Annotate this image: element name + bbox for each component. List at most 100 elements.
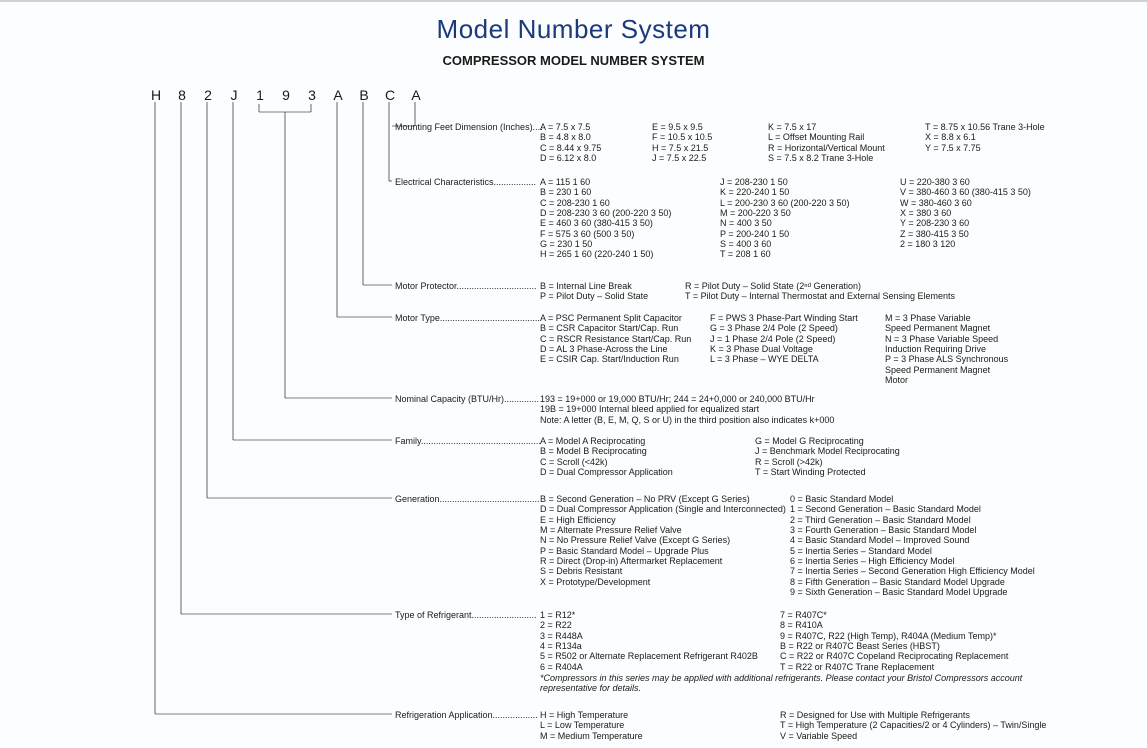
option-row: M = Medium Temperature <box>540 731 643 741</box>
option-row: Z = 380-415 3 50 <box>900 229 1031 239</box>
option-row: Note: A letter (B, E, M, Q, S or U) in t… <box>540 415 834 425</box>
option-row: A = 115 1 60 <box>540 177 671 187</box>
model-char: 3 <box>305 87 319 103</box>
option-row: L = Offset Mounting Rail <box>768 132 885 142</box>
option-row: G = 3 Phase 2/4 Pole (2 Speed) <box>710 323 858 333</box>
model-char: 1 <box>253 87 267 103</box>
option-row: E = 9.5 x 9.5 <box>652 122 712 132</box>
option-row: J = 7.5 x 22.5 <box>652 153 712 163</box>
option-column: E = 9.5 x 9.5F = 10.5 x 10.5H = 7.5 x 21… <box>652 122 712 163</box>
option-row: H = 265 1 60 (220-240 1 50) <box>540 249 671 259</box>
option-column: H = High TemperatureL = Low TemperatureM… <box>540 710 643 741</box>
option-row: N = 3 Phase Variable Speed <box>885 334 1008 344</box>
model-char: 8 <box>175 87 189 103</box>
option-row: T = Start Winding Protected <box>755 467 900 477</box>
option-row: Motor <box>885 375 1008 385</box>
option-row: T = Pilot Duty – Internal Thermostat and… <box>685 291 955 301</box>
option-row: R = Pilot Duty – Solid State (2ⁿᵈ Genera… <box>685 281 955 291</box>
option-row: B = Internal Line Break <box>540 281 648 291</box>
option-row: P = Basic Standard Model – Upgrade Plus <box>540 546 786 556</box>
option-row: 9 = Sixth Generation – Basic Standard Mo… <box>790 587 1035 597</box>
option-row: W = 380-460 3 60 <box>900 198 1031 208</box>
option-row: 2 = 180 3 120 <box>900 239 1031 249</box>
option-row: P = Pilot Duty – Solid State <box>540 291 648 301</box>
option-row: L = 200-230 3 60 (200-220 3 50) <box>720 198 850 208</box>
option-row: 4 = Basic Standard Model – Improved Soun… <box>790 535 1035 545</box>
option-row: B = CSR Capacitor Start/Cap. Run <box>540 323 691 333</box>
option-row: K = 3 Phase Dual Voltage <box>710 344 858 354</box>
option-row: 1 = R12* <box>540 610 758 620</box>
option-row: 4 = R134a <box>540 641 758 651</box>
option-column: G = Model G ReciprocatingJ = Benchmark M… <box>755 436 900 477</box>
option-row: P = 3 Phase ALS Synchronous <box>885 354 1008 364</box>
model-char: 9 <box>279 87 293 103</box>
section-label-motor_type: Motor Type..............................… <box>395 313 540 323</box>
option-row: V = 380-460 3 60 (380-415 3 50) <box>900 187 1031 197</box>
option-row: Y = 208-230 3 60 <box>900 218 1031 228</box>
option-row: C = 8.44 x 9.75 <box>540 143 601 153</box>
option-row: M = 3 Phase Variable <box>885 313 1008 323</box>
section-label-refrigeration_app: Refrigeration Application...............… <box>395 710 538 720</box>
option-row: R = Designed for Use with Multiple Refri… <box>780 710 1046 720</box>
option-row: K = 220-240 1 50 <box>720 187 850 197</box>
option-column: A = 7.5 x 7.5B = 4.8 x 8.0C = 8.44 x 9.7… <box>540 122 601 163</box>
option-row: C = R22 or R407C Copeland Reciprocating … <box>780 651 1008 661</box>
page-subtitle: COMPRESSOR MODEL NUMBER SYSTEM <box>0 53 1147 78</box>
option-row: P = 200-240 1 50 <box>720 229 850 239</box>
option-row: M = 200-220 3 50 <box>720 208 850 218</box>
option-row: G = Model G Reciprocating <box>755 436 900 446</box>
option-row: S = Debris Resistant <box>540 566 786 576</box>
option-row: B = R22 or R407C Beast Series (HBST) <box>780 641 1008 651</box>
option-row: T = R22 or R407C Trane Replacement <box>780 662 1008 672</box>
option-row: H = 7.5 x 21.5 <box>652 143 712 153</box>
option-row: M = Alternate Pressure Relief Valve <box>540 525 786 535</box>
section-label-family: Family..................................… <box>395 436 541 446</box>
option-row: C = RSCR Resistance Start/Cap. Run <box>540 334 691 344</box>
model-char: 2 <box>201 87 215 103</box>
option-column: 0 = Basic Standard Model1 = Second Gener… <box>790 494 1035 597</box>
model-char: A <box>331 87 345 103</box>
option-row: E = CSIR Cap. Start/Induction Run <box>540 354 691 364</box>
section-label-generation: Generation..............................… <box>395 494 540 504</box>
option-row: 19B = 19+000 Internal bleed applied for … <box>540 404 834 414</box>
option-column: B = Internal Line BreakP = Pilot Duty – … <box>540 281 648 302</box>
option-row: N = 400 3 50 <box>720 218 850 228</box>
option-column: A = 115 1 60B = 230 1 60C = 208-230 1 60… <box>540 177 671 260</box>
option-row: 193 = 19+000 or 19,000 BTU/Hr; 244 = 24+… <box>540 394 834 404</box>
option-column: 7 = R407C*8 = R410A9 = R407C, R22 (High … <box>780 610 1008 672</box>
option-column: 193 = 19+000 or 19,000 BTU/Hr; 244 = 24+… <box>540 394 834 425</box>
option-row: 6 = Inertia Series – High Efficiency Mod… <box>790 556 1035 566</box>
section-label-nominal_capacity: Nominal Capacity (BTU/Hr).............. <box>395 394 539 404</box>
section-label-mounting_feet: Mounting Feet Dimension (Inches).... <box>395 122 543 132</box>
option-row: L = 3 Phase – WYE DELTA <box>710 354 858 364</box>
option-row: E = 460 3 60 (380-415 3 50) <box>540 218 671 228</box>
option-row: 9 = R407C, R22 (High Temp), R404A (Mediu… <box>780 631 1008 641</box>
option-row: N = No Pressure Relief Valve (Except G S… <box>540 535 786 545</box>
option-row: 1 = Second Generation – Basic Standard M… <box>790 504 1035 514</box>
model-char: C <box>383 87 397 103</box>
option-row: X = 380 3 60 <box>900 208 1031 218</box>
option-row: D = Dual Compressor Application (Single … <box>540 504 786 514</box>
option-column: 1 = R12*2 = R223 = R448A4 = R134a5 = R50… <box>540 610 758 672</box>
option-row: A = Model A Reciprocating <box>540 436 673 446</box>
option-row: F = PWS 3 Phase-Part Winding Start <box>710 313 858 323</box>
option-row: K = 7.5 x 17 <box>768 122 885 132</box>
option-row: T = High Temperature (2 Capacities/2 or … <box>780 720 1046 730</box>
option-row: R = Scroll (>42k) <box>755 457 900 467</box>
option-row: R = Direct (Drop-in) Aftermarket Replace… <box>540 556 786 566</box>
option-row: C = 208-230 1 60 <box>540 198 671 208</box>
option-row: 8 = Fifth Generation – Basic Standard Mo… <box>790 577 1035 587</box>
model-char: J <box>227 87 241 103</box>
section-label-refrigerant_type: Type of Refrigerant.....................… <box>395 610 537 620</box>
option-row: D = AL 3 Phase-Across the Line <box>540 344 691 354</box>
page-title: Model Number System <box>0 2 1147 53</box>
option-row: Y = 7.5 x 7.75 <box>925 143 1045 153</box>
option-column: R = Designed for Use with Multiple Refri… <box>780 710 1046 741</box>
option-column: K = 7.5 x 17L = Offset Mounting RailR = … <box>768 122 885 163</box>
option-column: T = 8.75 x 10.56 Trane 3-HoleX = 8.8 x 6… <box>925 122 1045 153</box>
option-column: A = Model A ReciprocatingB = Model B Rec… <box>540 436 673 477</box>
option-row: X = 8.8 x 6.1 <box>925 132 1045 142</box>
option-column: M = 3 Phase Variable Speed Permanent Mag… <box>885 313 1008 385</box>
option-row: B = Model B Reciprocating <box>540 446 673 456</box>
page-root: Model Number System COMPRESSOR MODEL NUM… <box>0 0 1147 746</box>
